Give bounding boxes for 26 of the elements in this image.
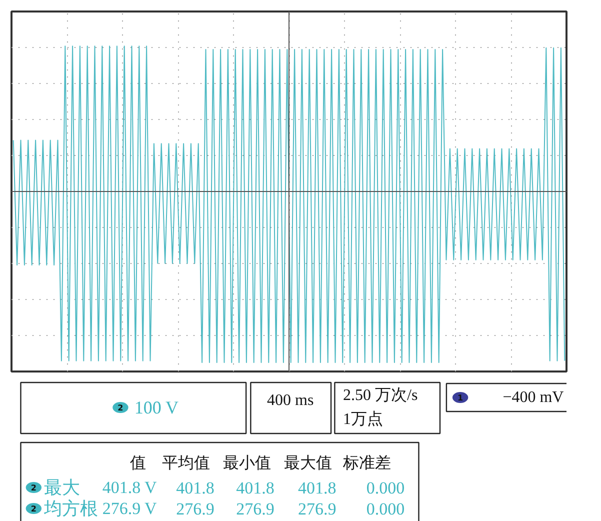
text: 276.9 [176,500,214,518]
text: 276.9 V [102,499,158,518]
text: 401.8 [298,478,336,498]
text: 0.000 [366,478,405,498]
text: 标准差 [342,454,392,472]
text: 2 [118,404,124,412]
text: 401.8 V [102,478,158,497]
text: 0.000 [366,500,405,518]
text: −400 mV [502,389,564,406]
text: 2 [30,504,36,514]
text: 100 V [134,398,179,418]
text: 1 [458,394,464,402]
text: 最小值 [222,454,271,472]
text: 平均值 [162,455,210,472]
text: 276.9 [298,500,336,518]
text: 最大值 [284,454,332,472]
text: 值 [130,455,146,472]
text: 2 [30,484,36,492]
text: 401.8 [236,478,274,498]
text: 2.50 万次/s [343,387,418,404]
text: 均方根 [42,498,98,518]
text: 最大 [44,478,80,498]
text: 276.9 [236,500,274,518]
text: 1万点 [343,410,384,428]
text: 401.8 [176,478,214,498]
text: 400 ms [267,392,314,409]
